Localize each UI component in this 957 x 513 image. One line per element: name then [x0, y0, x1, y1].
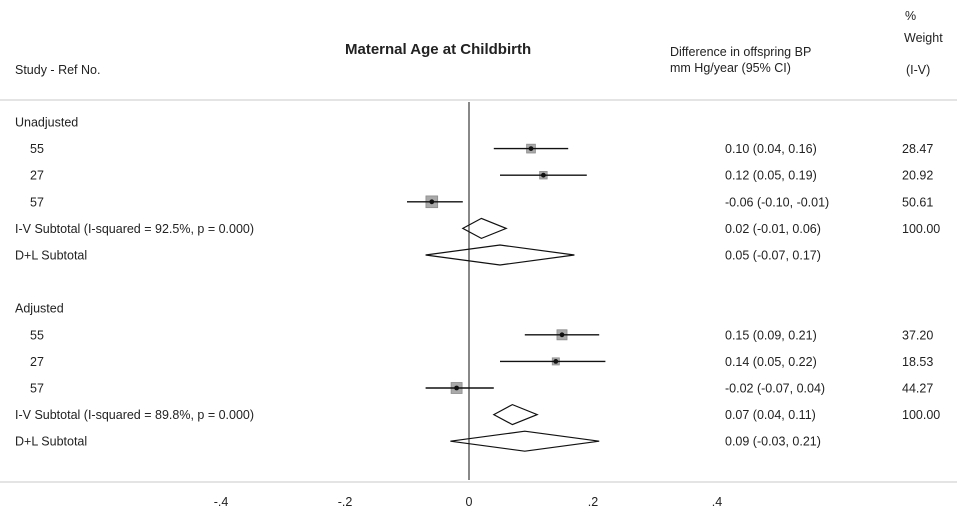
- effect-column-header-line1: Difference in offspring BP: [670, 45, 811, 59]
- study-column-header: Study - Ref No.: [15, 63, 100, 77]
- study-label: 55: [30, 328, 44, 342]
- study-label: 57: [30, 382, 44, 396]
- weight-value: 100.00: [902, 408, 940, 422]
- subtotal-label: D+L Subtotal: [15, 249, 87, 263]
- group-label: Adjusted: [15, 302, 64, 316]
- study-label: 57: [30, 195, 44, 209]
- effect-ci-value: 0.09 (-0.03, 0.21): [725, 435, 821, 449]
- subtotal-label: I-V Subtotal (I-squared = 92.5%, p = 0.0…: [15, 222, 254, 236]
- weight-value: 50.61: [902, 195, 933, 209]
- group-label: Unadjusted: [15, 116, 78, 130]
- effect-ci-value: 0.10 (0.04, 0.16): [725, 142, 817, 156]
- weight-value: 37.20: [902, 328, 933, 342]
- subtotal-diamond: [492, 403, 539, 426]
- weight-value: 18.53: [902, 355, 933, 369]
- effect-ci-value: 0.15 (0.09, 0.21): [725, 328, 817, 342]
- weight-column-header-line2: Weight: [904, 31, 943, 45]
- point-estimate: [541, 172, 546, 178]
- chart-title: Maternal Age at Childbirth: [345, 41, 531, 58]
- weight-column-header-line1: %: [905, 9, 916, 23]
- effect-ci-value: 0.12 (0.05, 0.19): [725, 169, 817, 183]
- x-tick-label: -.4: [214, 495, 229, 509]
- effect-ci-value: -0.02 (-0.07, 0.04): [725, 382, 825, 396]
- x-tick-label: .2: [588, 495, 598, 509]
- x-tick-label: 0: [466, 495, 473, 509]
- weight-value: 100.00: [902, 222, 940, 236]
- effect-ci-value: 0.14 (0.05, 0.22): [725, 355, 817, 369]
- effect-ci-value: 0.07 (0.04, 0.11): [725, 408, 816, 422]
- subtotal-diamond: [425, 244, 575, 266]
- weight-value: 28.47: [902, 142, 933, 156]
- subtotal-label: D+L Subtotal: [15, 435, 87, 449]
- weight-column-header-line3: (I-V): [906, 63, 930, 77]
- effect-column-header-line2: mm Hg/year (95% CI): [670, 61, 791, 75]
- subtotal-label: I-V Subtotal (I-squared = 89.8%, p = 0.0…: [15, 408, 254, 422]
- effect-ci-value: 0.02 (-0.01, 0.06): [725, 222, 821, 236]
- effect-ci-value: -0.06 (-0.10, -0.01): [725, 195, 829, 209]
- subtotal-diamond: [461, 217, 508, 240]
- x-tick-label: -.2: [338, 495, 353, 509]
- point-estimate: [528, 146, 534, 152]
- study-label: 27: [30, 169, 44, 183]
- x-tick-label: .4: [712, 495, 722, 509]
- study-label: 27: [30, 355, 44, 369]
- weight-value: 20.92: [902, 169, 933, 183]
- weight-value: 44.27: [902, 382, 933, 396]
- subtotal-diamond: [450, 430, 600, 452]
- effect-ci-value: 0.05 (-0.07, 0.17): [725, 249, 821, 263]
- point-estimate: [553, 359, 559, 364]
- point-estimate: [559, 332, 565, 338]
- point-estimate: [454, 385, 459, 391]
- point-estimate: [429, 199, 435, 205]
- study-label: 55: [30, 142, 44, 156]
